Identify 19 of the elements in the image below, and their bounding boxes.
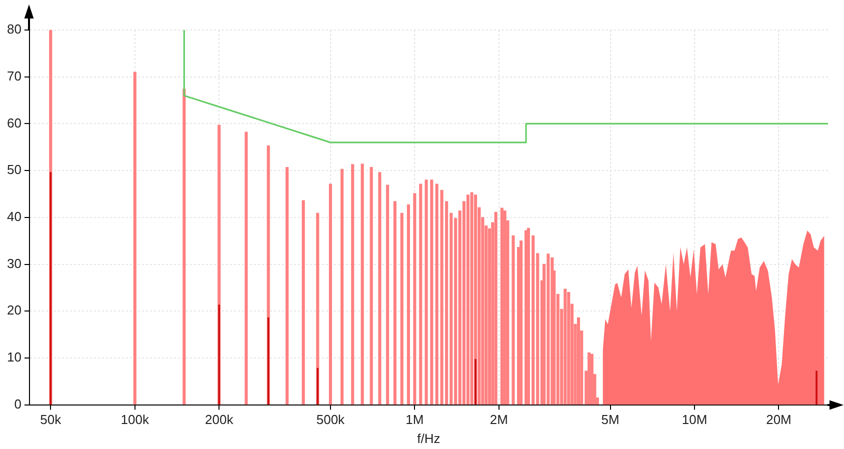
- x-tick-label: 20M: [766, 412, 792, 428]
- x-axis-title: f/Hz: [417, 430, 440, 446]
- x-tick-label: 1M: [406, 412, 424, 428]
- y-tick-label: 20: [6, 302, 22, 318]
- x-tick-label: 200k: [205, 412, 234, 428]
- x-tick-label: 100k: [120, 412, 150, 428]
- y-tick-label: 0: [14, 396, 22, 412]
- y-tick-label: 30: [6, 256, 22, 271]
- y-tick-label: 50: [6, 162, 22, 178]
- y-tick-label: 60: [6, 115, 22, 130]
- x-tick-label: 2M: [490, 412, 508, 428]
- y-tick-label: 10: [6, 350, 22, 365]
- x-tick-label: 50k: [40, 412, 62, 428]
- x-tick-label: 500k: [316, 412, 346, 428]
- y-tick-label: 70: [6, 68, 22, 84]
- x-tick-label: 10M: [682, 412, 708, 428]
- y-tick-label: 80: [6, 22, 22, 37]
- y-tick-label: 40: [6, 208, 22, 224]
- x-tick-label: 5M: [601, 412, 620, 428]
